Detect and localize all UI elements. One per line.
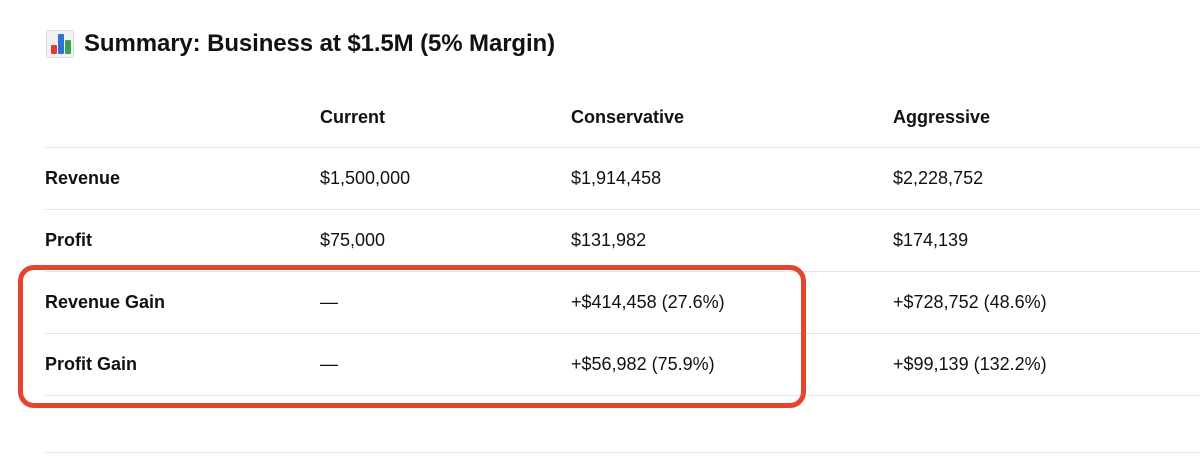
cell-aggressive: $2,228,752 [893, 147, 1200, 210]
column-header-conservative: Conservative [571, 87, 893, 148]
cell-conservative: +$56,982 (75.9%) [571, 333, 893, 396]
row-label: Revenue [45, 147, 320, 210]
table-row-revenue: Revenue $1,500,000 $1,914,458 $2,228,752 [45, 147, 1200, 210]
table-row-profit-gain: Profit Gain — +$56,982 (75.9%) +$99,139 … [45, 333, 1200, 396]
cell-current: $1,500,000 [320, 147, 571, 210]
cell-current: — [320, 333, 571, 396]
cell-conservative: +$414,458 (27.6%) [571, 271, 893, 334]
row-label: Profit Gain [45, 333, 320, 396]
cell-conservative: $1,914,458 [571, 147, 893, 210]
cell-aggressive: +$99,139 (132.2%) [893, 333, 1200, 396]
page-title-text: Summary: Business at $1.5M (5% Margin) [84, 30, 556, 57]
page-title: Summary: Business at $1.5M (5% Margin) [46, 26, 555, 62]
cell-current: $75,000 [320, 209, 571, 272]
column-header-aggressive: Aggressive [893, 87, 1200, 148]
column-header-current: Current [320, 87, 571, 148]
table-row-profit: Profit $75,000 $131,982 $174,139 [45, 209, 1200, 272]
divider [45, 452, 1200, 453]
bar-chart-icon [46, 30, 74, 58]
cell-conservative: $131,982 [571, 209, 893, 272]
table-header-row: Current Conservative Aggressive [45, 87, 1200, 148]
table-row-revenue-gain: Revenue Gain — +$414,458 (27.6%) +$728,7… [45, 271, 1200, 334]
cell-aggressive: $174,139 [893, 209, 1200, 272]
row-label: Revenue Gain [45, 271, 320, 334]
cell-current: — [320, 271, 571, 334]
row-label: Profit [45, 209, 320, 272]
column-header-label [45, 87, 320, 148]
summary-table: Current Conservative Aggressive Revenue … [45, 87, 1200, 396]
cell-aggressive: +$728,752 (48.6%) [893, 271, 1200, 334]
